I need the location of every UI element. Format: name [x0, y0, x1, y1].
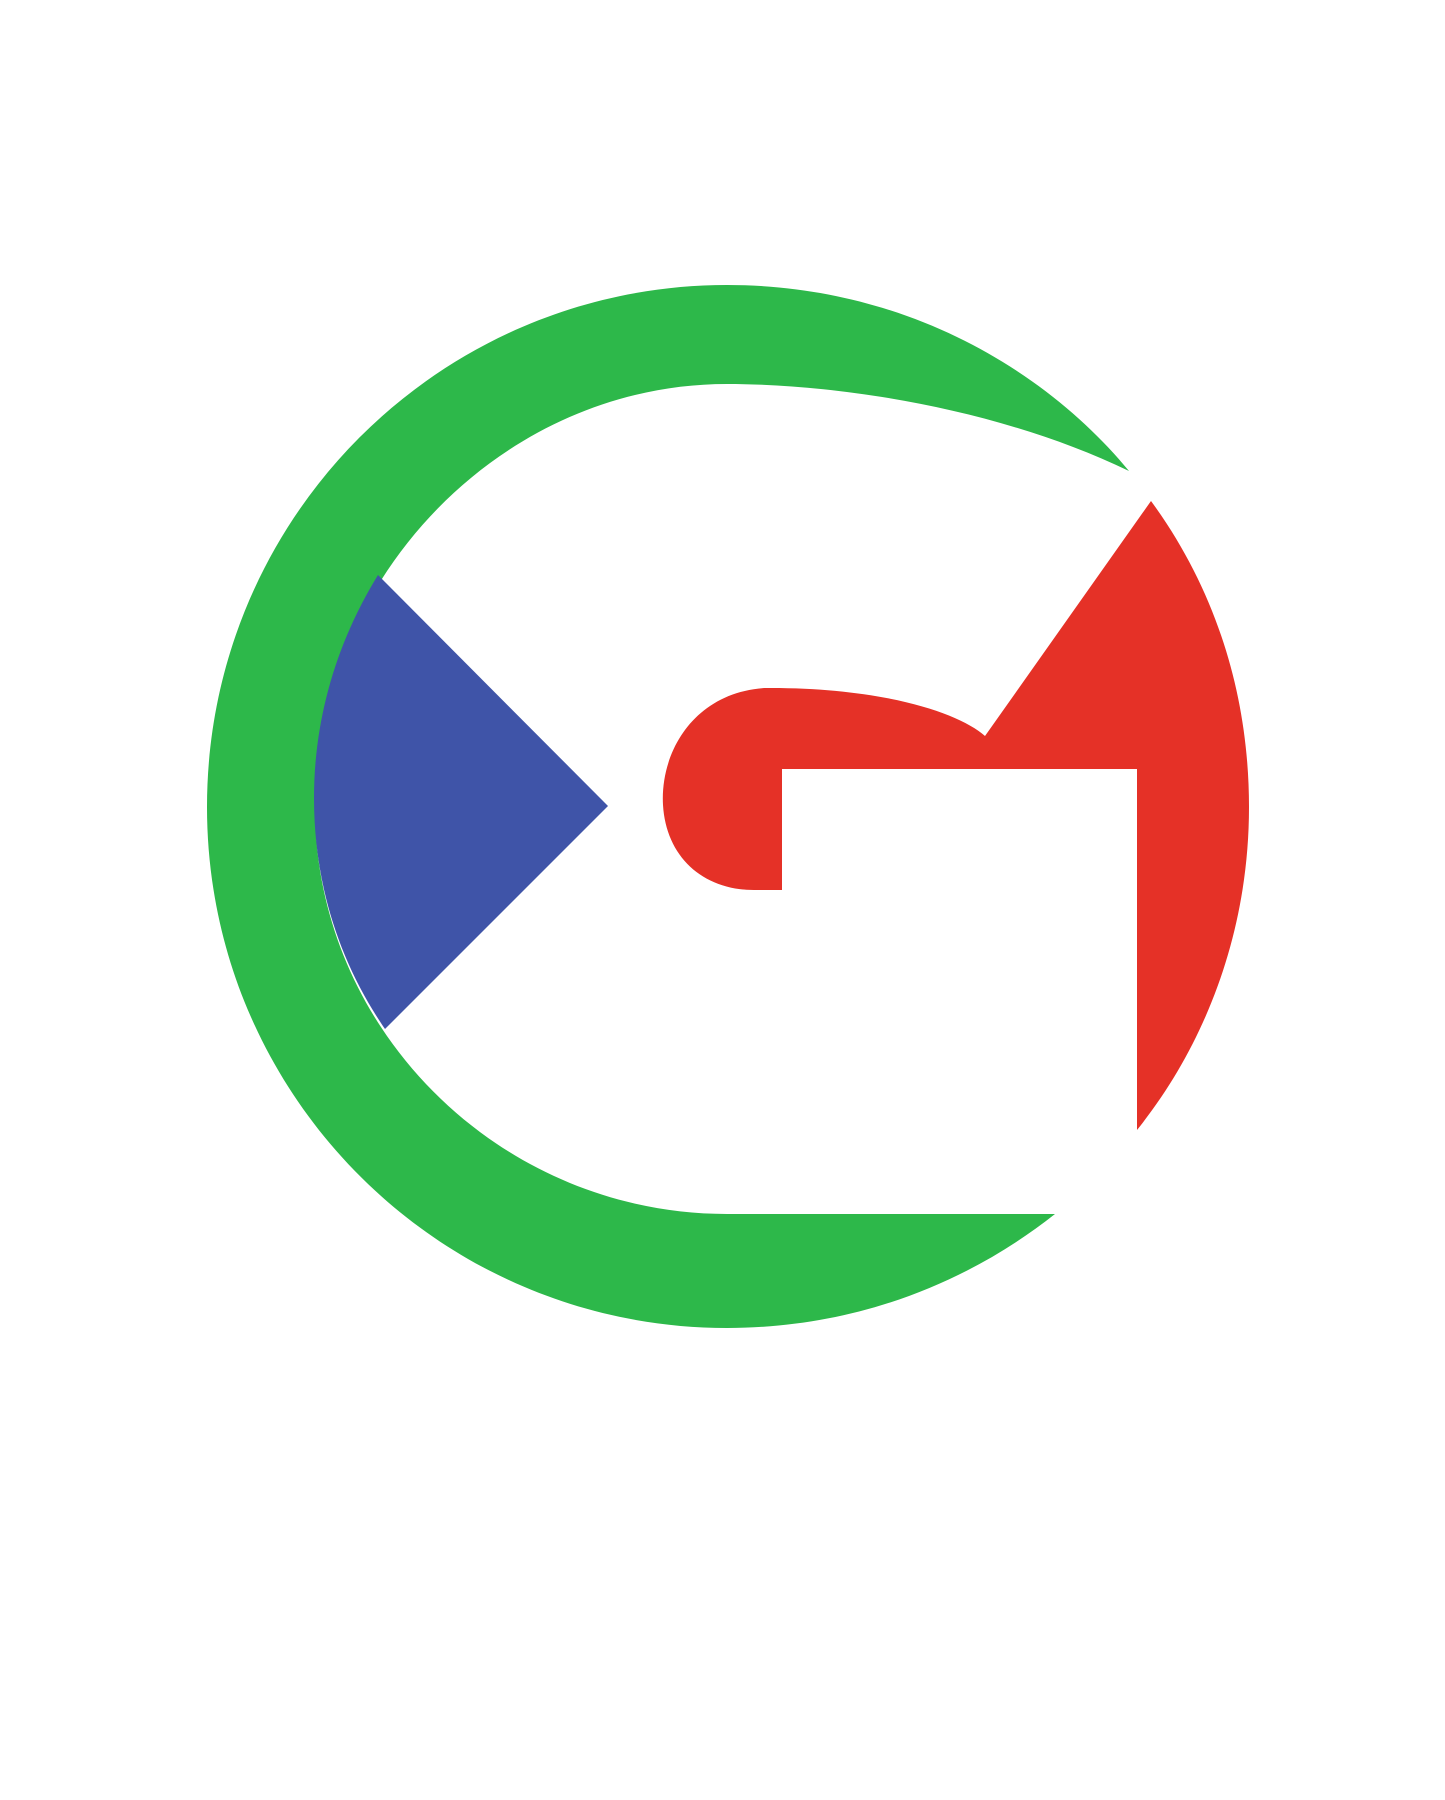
green-c-ring	[207, 285, 1129, 1328]
red-g-arm	[662, 501, 1249, 1130]
blue-wedge	[314, 575, 608, 1029]
